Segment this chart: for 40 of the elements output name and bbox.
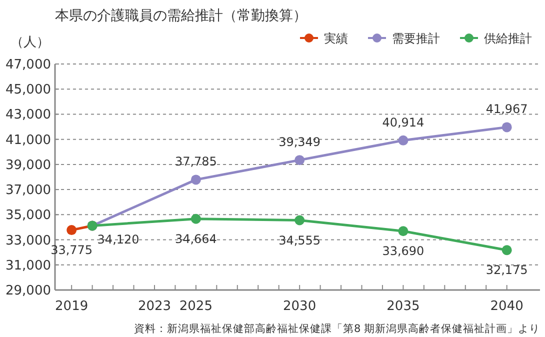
- chart-title: 本県の介護職員の需給推計（常勤換算）: [55, 8, 307, 24]
- data-label: 37,785: [174, 154, 217, 169]
- x-tick-label: 2040: [490, 299, 524, 314]
- y-tick-label: 31,000: [6, 258, 51, 274]
- point: [294, 155, 305, 166]
- point: [294, 215, 305, 226]
- data-label: 32,175: [486, 263, 528, 278]
- x-tick-label: 2035: [386, 299, 420, 314]
- point: [190, 174, 201, 185]
- y-tick-label: 45,000: [6, 82, 51, 98]
- legend-label: 実績: [324, 32, 348, 46]
- data-label: 40,914: [382, 115, 424, 130]
- y-tick-label: 37,000: [6, 183, 51, 198]
- y-axis-title: （人）: [10, 35, 50, 50]
- data-label: 34,555: [278, 233, 321, 248]
- data-label: 34,664: [174, 232, 217, 246]
- point: [190, 214, 201, 224]
- data-label: 33,690: [382, 244, 424, 258]
- data-label: 34,120: [97, 232, 140, 247]
- point: [502, 122, 512, 132]
- point: [502, 245, 512, 256]
- x-tick-label: 2019: [55, 299, 88, 314]
- y-tick-label: 47,000: [6, 58, 51, 72]
- y-tick-label: 33,000: [6, 233, 51, 248]
- y-tick-label: 43,000: [6, 108, 51, 123]
- y-tick-label: 39,000: [6, 158, 51, 173]
- y-tick-label: 35,000: [6, 208, 51, 224]
- x-tick-label: 2023: [138, 299, 172, 314]
- y-tick-label: 41,000: [6, 132, 51, 148]
- text: 資料：新潟県福祉保健部高齢福祉保健課「第8 期新潟県高齢者保健福祉計画」より: [134, 322, 540, 335]
- y-tick-label: 29,000: [6, 284, 51, 298]
- point: [398, 135, 408, 146]
- data-label: 39,349: [278, 135, 321, 150]
- x-tick-label: 2025: [179, 299, 212, 314]
- data-label: 41,967: [486, 102, 528, 116]
- legend-label: 供給推計: [484, 32, 532, 46]
- x-tick-label: 2030: [283, 299, 316, 314]
- legend-label: 需要推計: [392, 32, 440, 46]
- point: [66, 225, 77, 236]
- point: [398, 226, 408, 236]
